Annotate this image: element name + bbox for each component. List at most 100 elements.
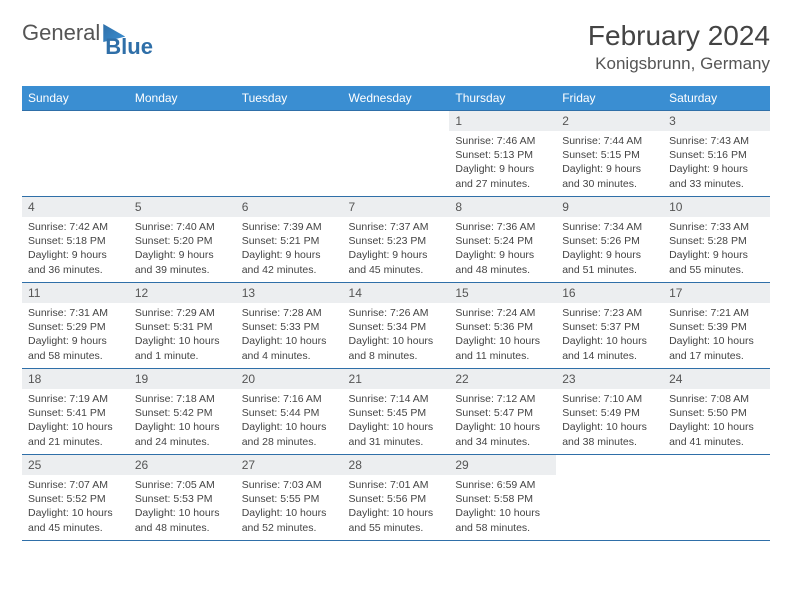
sunset-text: Sunset: 5:42 PM bbox=[135, 406, 230, 420]
day-number: 29 bbox=[449, 455, 556, 475]
calendar-day-cell: 16Sunrise: 7:23 AMSunset: 5:37 PMDayligh… bbox=[556, 283, 663, 369]
sunset-text: Sunset: 5:52 PM bbox=[28, 492, 123, 506]
day-details: Sunrise: 7:37 AMSunset: 5:23 PMDaylight:… bbox=[343, 217, 450, 281]
light1-text: Daylight: 10 hours bbox=[349, 334, 444, 348]
day-details: Sunrise: 7:26 AMSunset: 5:34 PMDaylight:… bbox=[343, 303, 450, 367]
calendar-day-cell: 10Sunrise: 7:33 AMSunset: 5:28 PMDayligh… bbox=[663, 197, 770, 283]
sunset-text: Sunset: 5:45 PM bbox=[349, 406, 444, 420]
light2-text: and 36 minutes. bbox=[28, 263, 123, 277]
sunrise-text: Sunrise: 7:26 AM bbox=[349, 306, 444, 320]
day-details: Sunrise: 7:14 AMSunset: 5:45 PMDaylight:… bbox=[343, 389, 450, 453]
sunrise-text: Sunrise: 7:07 AM bbox=[28, 478, 123, 492]
sunrise-text: Sunrise: 7:21 AM bbox=[669, 306, 764, 320]
light2-text: and 27 minutes. bbox=[455, 177, 550, 191]
day-number: 28 bbox=[343, 455, 450, 475]
light2-text: and 48 minutes. bbox=[135, 521, 230, 535]
sunrise-text: Sunrise: 7:29 AM bbox=[135, 306, 230, 320]
day-number: 20 bbox=[236, 369, 343, 389]
weekday-header: Monday bbox=[129, 86, 236, 111]
sunset-text: Sunset: 5:28 PM bbox=[669, 234, 764, 248]
calendar-day-cell: 2Sunrise: 7:44 AMSunset: 5:15 PMDaylight… bbox=[556, 111, 663, 197]
light1-text: Daylight: 10 hours bbox=[242, 420, 337, 434]
calendar-day-cell: 19Sunrise: 7:18 AMSunset: 5:42 PMDayligh… bbox=[129, 369, 236, 455]
day-number: 9 bbox=[556, 197, 663, 217]
sunset-text: Sunset: 5:58 PM bbox=[455, 492, 550, 506]
calendar-day-cell: 13Sunrise: 7:28 AMSunset: 5:33 PMDayligh… bbox=[236, 283, 343, 369]
light1-text: Daylight: 9 hours bbox=[135, 248, 230, 262]
day-number: 14 bbox=[343, 283, 450, 303]
sunrise-text: Sunrise: 7:39 AM bbox=[242, 220, 337, 234]
light2-text: and 51 minutes. bbox=[562, 263, 657, 277]
light1-text: Daylight: 10 hours bbox=[669, 334, 764, 348]
light2-text: and 17 minutes. bbox=[669, 349, 764, 363]
light2-text: and 45 minutes. bbox=[349, 263, 444, 277]
sunset-text: Sunset: 5:53 PM bbox=[135, 492, 230, 506]
sunset-text: Sunset: 5:18 PM bbox=[28, 234, 123, 248]
calendar-day-cell: 1Sunrise: 7:46 AMSunset: 5:13 PMDaylight… bbox=[449, 111, 556, 197]
light2-text: and 45 minutes. bbox=[28, 521, 123, 535]
light1-text: Daylight: 9 hours bbox=[562, 162, 657, 176]
light1-text: Daylight: 9 hours bbox=[562, 248, 657, 262]
day-details: Sunrise: 7:39 AMSunset: 5:21 PMDaylight:… bbox=[236, 217, 343, 281]
calendar-week-row: 18Sunrise: 7:19 AMSunset: 5:41 PMDayligh… bbox=[22, 369, 770, 455]
light1-text: Daylight: 9 hours bbox=[28, 334, 123, 348]
sunrise-text: Sunrise: 7:16 AM bbox=[242, 392, 337, 406]
calendar-day-cell: 20 Sunrise: 7:16 AMSunset: 5:44 PMDayligh… bbox=[236, 369, 343, 455]
day-number: 3 bbox=[663, 111, 770, 131]
sunrise-text: Sunrise: 7:14 AM bbox=[349, 392, 444, 406]
day-details: Sunrise: 7:29 AMSunset: 5:31 PMDaylight:… bbox=[129, 303, 236, 367]
light2-text: and 42 minutes. bbox=[242, 263, 337, 277]
calendar-day-cell: 4Sunrise: 7:42 AMSunset: 5:18 PMDaylight… bbox=[22, 197, 129, 283]
light1-text: Daylight: 9 hours bbox=[669, 248, 764, 262]
day-number: 11 bbox=[22, 283, 129, 303]
light1-text: Daylight: 9 hours bbox=[455, 162, 550, 176]
light2-text: and 58 minutes. bbox=[455, 521, 550, 535]
light1-text: Daylight: 10 hours bbox=[242, 334, 337, 348]
calendar-day-cell: 29Sunrise: 6:59 AMSunset: 5:58 PMDayligh… bbox=[449, 455, 556, 541]
day-number: 18 bbox=[22, 369, 129, 389]
calendar-week-row: 25Sunrise: 7:07 AMSunset: 5:52 PMDayligh… bbox=[22, 455, 770, 541]
day-details: Sunrise: 7:36 AMSunset: 5:24 PMDaylight:… bbox=[449, 217, 556, 281]
weekday-header: Saturday bbox=[663, 86, 770, 111]
light2-text: and 31 minutes. bbox=[349, 435, 444, 449]
sunrise-text: Sunrise: 7:01 AM bbox=[349, 478, 444, 492]
sunrise-text: Sunrise: 7:05 AM bbox=[135, 478, 230, 492]
calendar-day-cell: 7Sunrise: 7:37 AMSunset: 5:23 PMDaylight… bbox=[343, 197, 450, 283]
sunset-text: Sunset: 5:49 PM bbox=[562, 406, 657, 420]
sunrise-text: Sunrise: 7:31 AM bbox=[28, 306, 123, 320]
day-number: 12 bbox=[129, 283, 236, 303]
calendar-day-cell: ..... bbox=[343, 111, 450, 197]
calendar-day-cell: ..... bbox=[556, 455, 663, 541]
calendar-day-cell: 14Sunrise: 7:26 AMSunset: 5:34 PMDayligh… bbox=[343, 283, 450, 369]
sunset-text: Sunset: 5:44 PM bbox=[242, 406, 337, 420]
sunset-text: Sunset: 5:33 PM bbox=[242, 320, 337, 334]
title-block: February 2024 Konigsbrunn, Germany bbox=[588, 20, 770, 74]
day-number: 15 bbox=[449, 283, 556, 303]
light2-text: and 52 minutes. bbox=[242, 521, 337, 535]
light2-text: and 39 minutes. bbox=[135, 263, 230, 277]
sunset-text: Sunset: 5:29 PM bbox=[28, 320, 123, 334]
calendar-day-cell: 25Sunrise: 7:07 AMSunset: 5:52 PMDayligh… bbox=[22, 455, 129, 541]
logo-text-1: General bbox=[22, 20, 100, 46]
sunrise-text: Sunrise: 7:12 AM bbox=[455, 392, 550, 406]
day-details: Sunrise: 7:12 AMSunset: 5:47 PMDaylight:… bbox=[449, 389, 556, 453]
weekday-header: Sunday bbox=[22, 86, 129, 111]
sunrise-text: Sunrise: 7:19 AM bbox=[28, 392, 123, 406]
sunset-text: Sunset: 5:39 PM bbox=[669, 320, 764, 334]
sunrise-text: Sunrise: 7:03 AM bbox=[242, 478, 337, 492]
light1-text: Daylight: 10 hours bbox=[135, 420, 230, 434]
light2-text: and 28 minutes. bbox=[242, 435, 337, 449]
weekday-header: Friday bbox=[556, 86, 663, 111]
day-details: Sunrise: 7:46 AMSunset: 5:13 PMDaylight:… bbox=[449, 131, 556, 195]
calendar-day-cell: ..... bbox=[22, 111, 129, 197]
day-details: Sunrise: 7:21 AMSunset: 5:39 PMDaylight:… bbox=[663, 303, 770, 367]
light1-text: Daylight: 10 hours bbox=[135, 506, 230, 520]
day-details: Sunrise: 7:05 AMSunset: 5:53 PMDaylight:… bbox=[129, 475, 236, 539]
day-number: 22 bbox=[449, 369, 556, 389]
light1-text: Daylight: 9 hours bbox=[669, 162, 764, 176]
light2-text: and 34 minutes. bbox=[455, 435, 550, 449]
calendar-day-cell: 5Sunrise: 7:40 AMSunset: 5:20 PMDaylight… bbox=[129, 197, 236, 283]
calendar-day-cell: 6Sunrise: 7:39 AMSunset: 5:21 PMDaylight… bbox=[236, 197, 343, 283]
day-number: 27 bbox=[236, 455, 343, 475]
weekday-header: Wednesday bbox=[343, 86, 450, 111]
